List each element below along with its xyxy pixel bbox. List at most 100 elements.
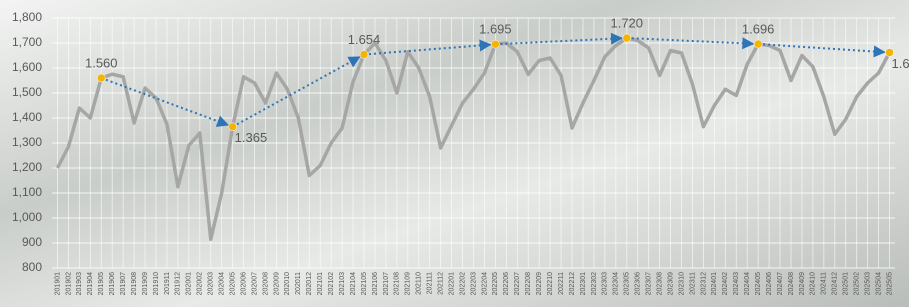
x-tick-label: 202505 bbox=[886, 272, 893, 295]
x-tick-label: 202212 bbox=[569, 272, 576, 295]
x-tick-label: 201909 bbox=[142, 272, 149, 295]
x-tick-label: 202310 bbox=[678, 272, 685, 295]
x-tick-label: 202202 bbox=[459, 272, 466, 295]
x-tick-label: 202401 bbox=[711, 272, 718, 295]
x-tick-label: 201910 bbox=[153, 272, 160, 295]
x-tick-label: 202004 bbox=[219, 272, 226, 295]
x-tick-label: 202502 bbox=[854, 272, 861, 295]
highlight-point bbox=[491, 40, 499, 48]
x-tick-label: 202005 bbox=[229, 272, 236, 295]
x-tick-label: 202104 bbox=[350, 272, 357, 295]
y-tick-label: 1,600 bbox=[12, 60, 42, 74]
x-tick-label: 201901 bbox=[54, 272, 61, 295]
y-tick-label: 1,000 bbox=[12, 210, 42, 224]
value-label: 1.365 bbox=[235, 130, 268, 145]
x-tick-label: 202406 bbox=[766, 272, 773, 295]
x-tick-label: 202002 bbox=[197, 272, 204, 295]
x-tick-label: 201904 bbox=[87, 272, 94, 295]
x-tick-label: 202307 bbox=[646, 272, 653, 295]
y-tick-label: 1,800 bbox=[12, 10, 42, 24]
x-tick-label: 202412 bbox=[832, 272, 839, 295]
y-tick-label: 1,500 bbox=[12, 85, 42, 99]
value-label: 1.662 bbox=[892, 56, 909, 71]
x-tick-label: 202504 bbox=[875, 272, 882, 295]
x-tick-label: 202302 bbox=[591, 272, 598, 295]
x-tick-label: 202211 bbox=[558, 272, 565, 295]
x-tick-label: 202205 bbox=[492, 272, 499, 295]
x-tick-label: 202204 bbox=[481, 272, 488, 295]
x-tick-label: 202007 bbox=[251, 272, 258, 295]
x-tick-label: 201911 bbox=[164, 272, 171, 295]
x-tick-label: 202106 bbox=[372, 272, 379, 295]
value-label: 1.695 bbox=[479, 22, 512, 37]
x-tick-label: 202308 bbox=[656, 272, 663, 295]
x-tick-label: 202312 bbox=[700, 272, 707, 295]
x-tick-label: 202410 bbox=[810, 272, 817, 295]
x-tick-label: 202408 bbox=[788, 272, 795, 295]
chart: 201901 201902 201903 201904 201905 201906 2019… bbox=[0, 0, 909, 307]
highlight-point bbox=[97, 74, 105, 82]
y-tick-label: 1,200 bbox=[12, 160, 42, 174]
x-tick-label: 202009 bbox=[273, 272, 280, 295]
y-tick-label: 1,400 bbox=[12, 110, 42, 124]
x-tick-label: 201903 bbox=[76, 272, 83, 295]
value-label: 1.560 bbox=[85, 55, 118, 70]
x-tick-label: 202012 bbox=[306, 272, 313, 295]
x-tick-label: 201907 bbox=[120, 272, 127, 295]
value-label: 1.720 bbox=[610, 15, 643, 30]
x-tick-label: 202010 bbox=[284, 272, 291, 295]
x-tick-label: 202003 bbox=[208, 272, 215, 295]
x-tick-label: 201912 bbox=[175, 272, 182, 295]
highlight-point bbox=[623, 34, 631, 42]
x-tick-label: 202011 bbox=[295, 272, 302, 295]
x-tick-label: 202404 bbox=[744, 272, 751, 295]
x-tick-label: 202503 bbox=[864, 272, 871, 295]
x-tick-label: 202105 bbox=[361, 272, 368, 295]
x-tick-label: 202001 bbox=[186, 272, 193, 295]
x-tick-label: 202303 bbox=[602, 272, 609, 295]
x-tick-label: 202203 bbox=[470, 272, 477, 295]
x-tick-label: 202402 bbox=[722, 272, 729, 295]
x-tick-label: 202306 bbox=[635, 272, 642, 295]
y-tick-label: 1,300 bbox=[12, 135, 42, 149]
x-tick-label: 202201 bbox=[448, 272, 455, 295]
x-tick-label: 202107 bbox=[383, 272, 390, 295]
x-tick-label: 201908 bbox=[131, 272, 138, 295]
y-tick-label: 800 bbox=[22, 260, 42, 274]
x-tick-label: 202409 bbox=[799, 272, 806, 295]
y-tick-label: 1,700 bbox=[12, 35, 42, 49]
highlight-point bbox=[360, 51, 368, 59]
x-tick-label: 202501 bbox=[843, 272, 850, 295]
x-tick-label: 202109 bbox=[405, 272, 412, 295]
x-tick-label: 202111 bbox=[427, 272, 434, 294]
y-tick-label: 900 bbox=[22, 235, 42, 249]
x-tick-label: 202407 bbox=[777, 272, 784, 295]
x-tick-label: 202301 bbox=[580, 272, 587, 295]
x-tick-label: 202209 bbox=[536, 272, 543, 295]
x-tick-label: 202405 bbox=[755, 272, 762, 295]
x-tick-label: 202305 bbox=[624, 272, 631, 295]
x-tick-label: 202403 bbox=[733, 272, 740, 295]
x-tick-label: 202206 bbox=[503, 272, 510, 295]
x-tick-label: 202112 bbox=[437, 272, 444, 295]
x-tick-label: 202210 bbox=[547, 272, 554, 295]
x-tick-label: 202304 bbox=[613, 272, 620, 295]
x-tick-label: 201905 bbox=[98, 272, 105, 295]
x-tick-label: 202411 bbox=[821, 272, 828, 295]
x-tick-label: 202006 bbox=[240, 272, 247, 295]
y-tick-label: 1,100 bbox=[12, 185, 42, 199]
x-tick-label: 202208 bbox=[525, 272, 532, 295]
x-tick-label: 201906 bbox=[109, 272, 116, 295]
x-tick-label: 202008 bbox=[262, 272, 269, 295]
x-tick-label: 202110 bbox=[416, 272, 423, 295]
x-tick-label: 202309 bbox=[667, 272, 674, 295]
x-tick-label: 202103 bbox=[339, 272, 346, 295]
x-tick-label: 202207 bbox=[514, 272, 521, 295]
highlight-point bbox=[754, 40, 762, 48]
x-tick-label: 201902 bbox=[65, 272, 72, 295]
value-label: 1.696 bbox=[742, 21, 775, 36]
x-tick-label: 202311 bbox=[689, 272, 696, 295]
value-label: 1.654 bbox=[348, 32, 381, 47]
x-tick-label: 202102 bbox=[328, 272, 335, 295]
x-tick-label: 202101 bbox=[317, 272, 324, 295]
